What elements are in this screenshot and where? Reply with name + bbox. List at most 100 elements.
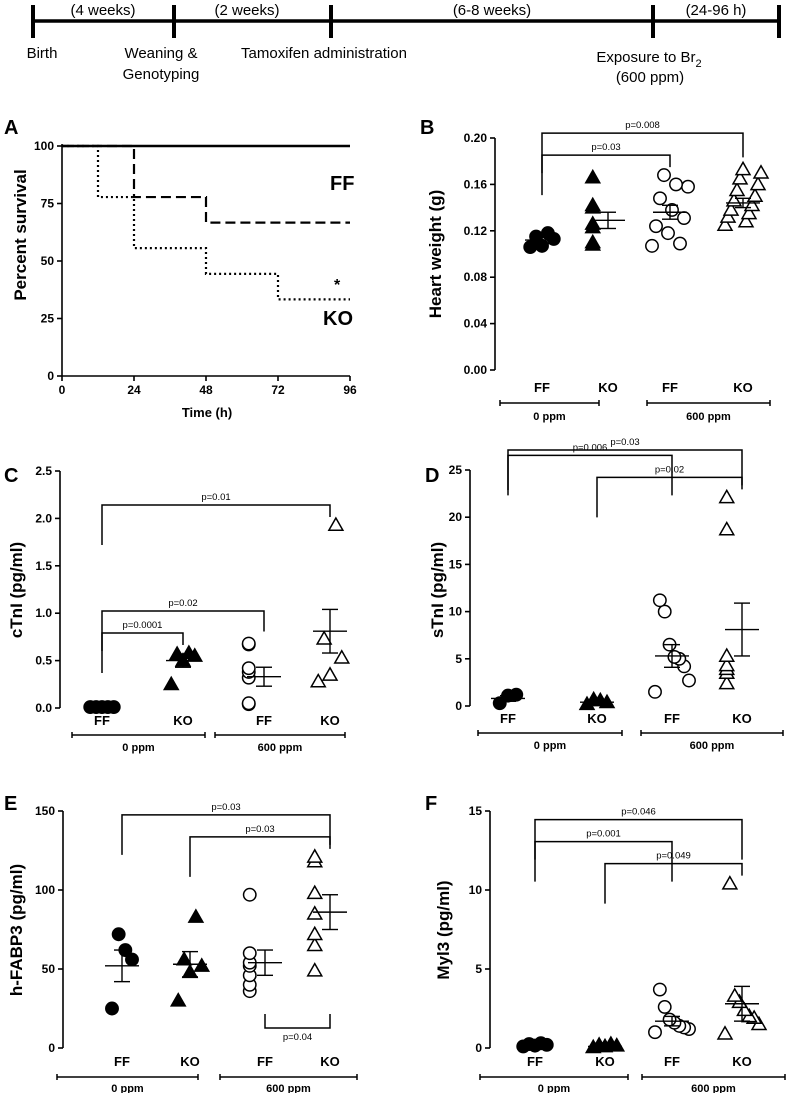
- significance-bracket: [507, 449, 743, 490]
- panel-b-heart-weight-chart: B Heart weight (g) 0.00 0.04 0.08 0.12 0.16 0.2…: [420, 117, 771, 423]
- y-tick-label: 1.0: [35, 606, 52, 620]
- data-point: [677, 211, 691, 225]
- data-point: [726, 987, 744, 1002]
- data-point: [737, 213, 755, 228]
- y-tick-label: 5: [455, 652, 462, 666]
- event-label-birth: Birth: [27, 45, 58, 62]
- panel-f-myl3-chart: F Myl3 (pg/ml) 0 5 10 15 FF KO FF KO 0 ppm 600 ppm p…: [425, 793, 786, 1093]
- data-point: [673, 236, 687, 251]
- data-point: [682, 673, 696, 688]
- p-value-label: p=0.03: [591, 142, 620, 153]
- category-label: FF: [94, 713, 110, 728]
- significance-bracket: [264, 1014, 331, 1029]
- data-point: [718, 656, 736, 672]
- y-tick-label: 100: [35, 883, 55, 897]
- significance-bracket: [541, 154, 671, 196]
- data-point: [667, 649, 682, 664]
- group-label: 0 ppm: [533, 411, 566, 423]
- y-tick-label: 15: [449, 557, 463, 571]
- y-axis-title: cTnI (pg/ml): [7, 542, 26, 638]
- category-label: KO: [598, 380, 618, 395]
- panel-a-survival-chart: A Percent survival Time (h) 0 25 50 75 100 0 2…: [4, 117, 357, 420]
- data-point: [657, 168, 671, 183]
- data-point: [740, 204, 758, 220]
- data-point: [306, 905, 324, 920]
- survival-line-ff: [62, 144, 350, 224]
- significance-asterisk: *: [334, 277, 341, 294]
- data-point: [652, 982, 667, 997]
- group-label: 600 ppm: [266, 1083, 311, 1093]
- x-tick-label: 48: [199, 383, 213, 397]
- y-tick-label: 0: [48, 1041, 55, 1055]
- data-point: [306, 962, 324, 977]
- data-point: [306, 884, 324, 900]
- data-point: [718, 647, 736, 662]
- data-point: [309, 672, 327, 688]
- data-point: [716, 1025, 734, 1040]
- panel-label: D: [425, 465, 439, 487]
- significance-bracket: [101, 504, 331, 546]
- p-value-label: p=0.02: [655, 464, 684, 475]
- category-label: KO: [320, 1054, 340, 1069]
- data-point: [168, 645, 186, 660]
- y-tick-label: 0: [475, 1041, 482, 1055]
- duration-label: (2 weeks): [214, 2, 279, 19]
- data-point: [653, 191, 667, 206]
- y-tick-label: 0.16: [464, 177, 488, 191]
- event-label-genotyping: Genotyping: [123, 66, 200, 83]
- category-label: FF: [662, 380, 678, 395]
- data-point: [669, 177, 683, 192]
- data-point: [162, 675, 180, 691]
- data-point: [728, 181, 746, 197]
- data-point: [105, 1001, 119, 1016]
- data-point: [111, 927, 126, 942]
- y-tick-label: 0.20: [464, 131, 488, 145]
- significance-bracket: [101, 632, 184, 674]
- significance-bracket: [121, 814, 331, 855]
- data-point: [652, 593, 667, 608]
- p-value-label: p=0.01: [201, 492, 230, 503]
- p-value-label: p=0.04: [283, 1032, 312, 1043]
- y-tick-label: 10: [449, 605, 463, 619]
- data-point: [306, 936, 324, 952]
- category-label: KO: [173, 713, 193, 728]
- data-point: [721, 875, 739, 890]
- y-tick-label: 1.5: [35, 559, 52, 573]
- category-label: KO: [733, 380, 753, 395]
- significance-bracket: [507, 454, 673, 496]
- data-point: [584, 196, 602, 212]
- category-label: KO: [732, 711, 752, 726]
- data-point: [306, 925, 324, 941]
- category-label: FF: [114, 1054, 130, 1069]
- group-label: 600 ppm: [690, 740, 735, 752]
- data-point: [242, 946, 257, 961]
- y-tick-label: 5: [475, 962, 482, 976]
- survival-curves: [62, 144, 350, 301]
- group-label: 0 ppm: [111, 1083, 144, 1093]
- y-axis-title: Myl3 (pg/ml): [434, 880, 453, 979]
- x-tick-label: 0: [59, 383, 66, 397]
- y-axis-title: h-FABP3 (pg/ml): [7, 864, 26, 996]
- y-tick-label: 25: [41, 312, 55, 326]
- p-value-label: p=0.02: [168, 598, 197, 609]
- data-point: [665, 202, 679, 217]
- category-label: FF: [256, 713, 272, 728]
- group-label: 0 ppm: [538, 1083, 571, 1093]
- y-tick-label: 20: [449, 510, 463, 524]
- x-tick-label: 24: [127, 383, 141, 397]
- exposure-subscript: 2: [696, 58, 702, 70]
- y-axis-title: Percent survival: [11, 169, 30, 300]
- data-point: [584, 168, 602, 184]
- data-point: [584, 215, 602, 230]
- significance-bracket: [101, 610, 265, 652]
- category-label: KO: [587, 711, 607, 726]
- group-label: 600 ppm: [258, 742, 303, 754]
- data-point: [661, 226, 675, 241]
- category-label: FF: [527, 1054, 543, 1069]
- significance-bracket: [534, 840, 673, 882]
- group-label: 600 ppm: [686, 411, 731, 423]
- y-tick-label: 2.0: [35, 511, 52, 525]
